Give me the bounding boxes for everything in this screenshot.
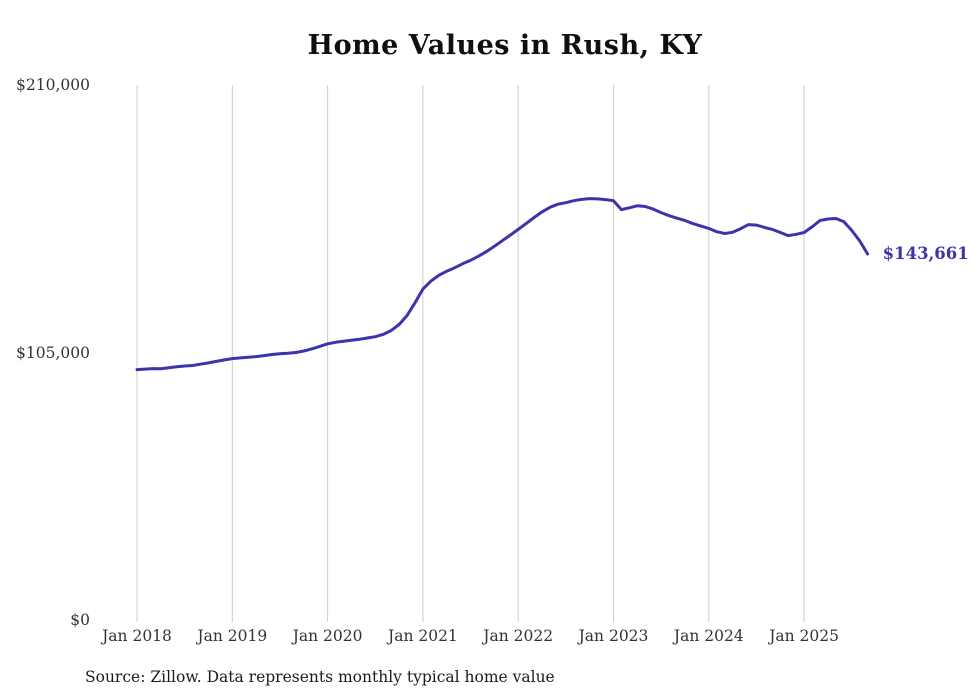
x-axis-tick-label: Jan 2022 (483, 627, 554, 645)
x-axis-tick-label: Jan 2025 (769, 627, 839, 645)
x-axis-tick-label: Jan 2020 (292, 627, 363, 645)
y-axis-tick-label: $105,000 (16, 343, 90, 362)
x-axis-tick-label: Jan 2018 (102, 627, 172, 645)
source-note: Source: Zillow. Data represents monthly … (85, 668, 555, 686)
current-value-label: $143,661 (882, 244, 969, 263)
home-value-line (135, 197, 870, 372)
y-axis-tick-label: $0 (70, 611, 90, 629)
y-axis-tick-label: $210,000 (16, 76, 90, 94)
x-axis-tick-label: Jan 2023 (578, 627, 649, 645)
x-axis-tick-label: Jan 2021 (387, 627, 458, 645)
x-axis-tick-label: Jan 2019 (197, 627, 268, 645)
chart-title: Home Values in Rush, KY (307, 30, 703, 61)
x-axis-tick-label: Jan 2024 (673, 627, 744, 645)
